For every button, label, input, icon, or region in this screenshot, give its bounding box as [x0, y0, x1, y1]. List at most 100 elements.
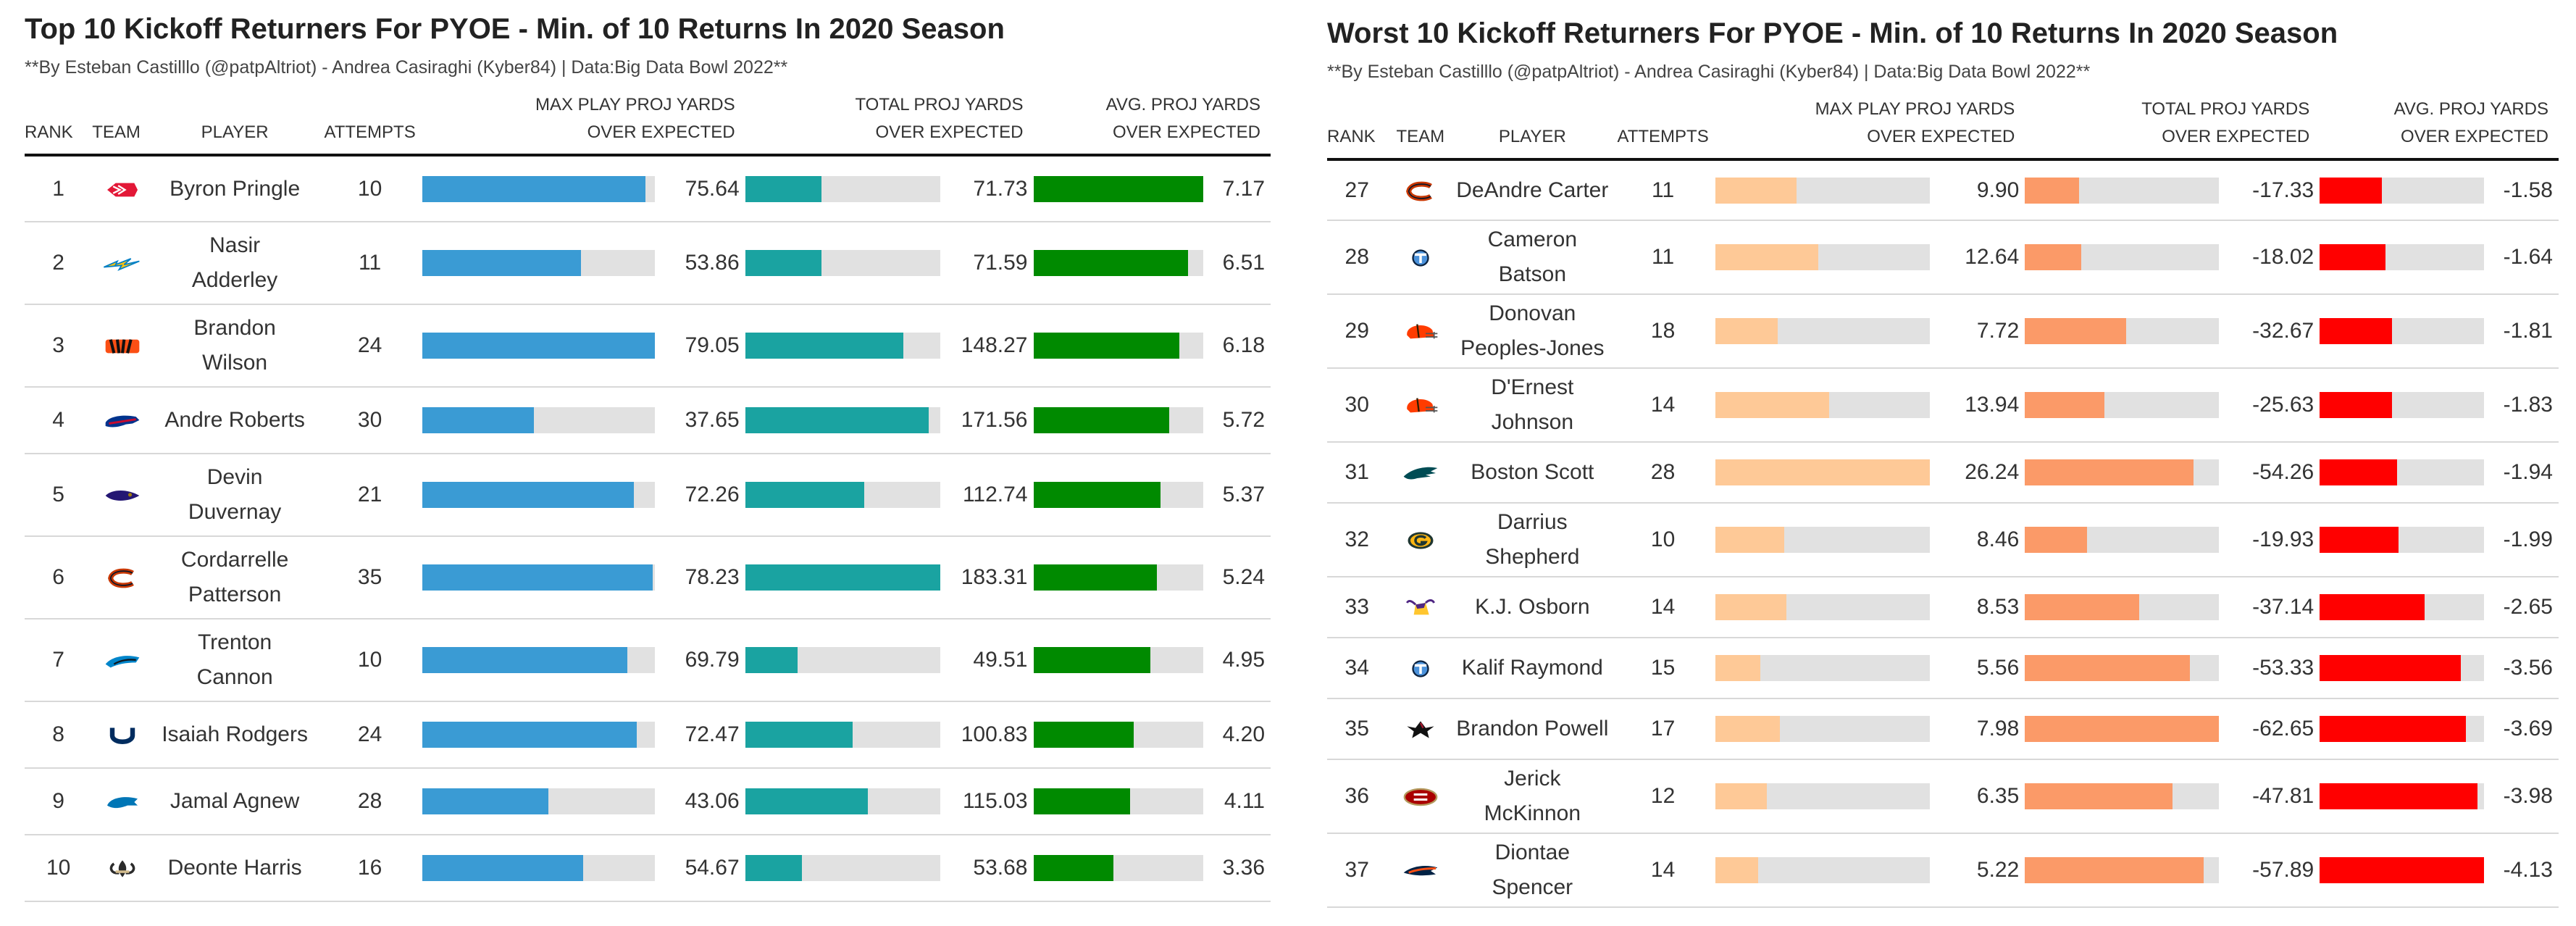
max-pyoe-value: 12.64	[1965, 245, 2020, 269]
max-pyoe-bar-track	[422, 722, 656, 748]
avg-pyoe-bar-cell	[2320, 159, 2484, 220]
player-name-line1: Devin	[206, 465, 263, 489]
team-cell	[1387, 759, 1454, 833]
rank-cell: 3	[52, 333, 64, 357]
worst-table-subtitle: **By Esteban Castilllo (@patpAltriot) - …	[1327, 62, 2091, 82]
total-pyoe-value: 71.59	[973, 251, 1028, 275]
player-name-line2: Cannon	[196, 665, 273, 689]
titans-t-icon	[1400, 658, 1441, 680]
max-pyoe-bar-track	[1715, 177, 1931, 204]
player-name-line1: Diontae	[1494, 841, 1571, 864]
avg-pyoe-bar-cell	[2320, 442, 2484, 503]
max-pyoe-bar-track	[1715, 318, 1931, 344]
max-pyoe-bar-track	[422, 482, 656, 508]
max-pyoe-bar-track	[1715, 244, 1931, 270]
team-header: TEAM	[1396, 127, 1445, 146]
total-pyoe-bar-track	[745, 175, 941, 202]
max-pyoe-bar	[1715, 594, 1786, 620]
avg-pyoe-bar-track	[2320, 594, 2484, 620]
player-name-line1: Boston Scott	[1471, 460, 1594, 484]
max-pyoe-bar	[422, 788, 548, 814]
bears-c-icon	[1400, 180, 1441, 202]
total-pyoe-value: -17.33	[2252, 178, 2314, 202]
player-cell: D'Ernest Johnson	[1454, 368, 1610, 442]
max-pyoe-bar-cell	[1715, 220, 1931, 294]
player-name-line1: Kalif Raymond	[1461, 656, 1603, 680]
player-cell: Nasir Adderley	[152, 222, 317, 304]
avg-pyoe-bar	[1033, 175, 1203, 202]
attempts-cell: 21	[357, 483, 382, 506]
player-cell: Brandon Powell	[1454, 698, 1610, 759]
total-pyoe-bar	[745, 855, 802, 881]
total-pyoe-value: 171.56	[961, 408, 1028, 432]
avg-pyoe-bar-track	[2320, 459, 2484, 485]
avg-pyoe-bar-cell	[2320, 759, 2484, 833]
total-pyoe-bar	[2025, 857, 2204, 883]
player-name-line1: Byron Pringle	[170, 176, 301, 201]
team-cell	[92, 701, 152, 768]
player-cell: Byron Pringle	[152, 155, 317, 222]
player-cell: Diontae Spencer	[1454, 833, 1610, 907]
avg-pyoe-bar	[2320, 594, 2425, 620]
max-pyoe-bar	[422, 175, 646, 202]
total-pyoe-bar-cell	[745, 619, 941, 701]
rank-cell: 4	[52, 408, 64, 432]
rank-cell: 8	[52, 722, 64, 746]
avg-pyoe-bar-track	[2320, 857, 2484, 883]
team-cell	[92, 155, 152, 222]
total-pyoe-value: -37.14	[2252, 595, 2314, 619]
max-pyoe-value: 6.35	[1976, 784, 2020, 808]
team-cell	[1387, 220, 1454, 294]
table-row: 29 Donovan Peoples-Jones 18 7.72 -32.67 -1.81	[1327, 294, 2559, 368]
avg-pyoe-header: AVG. PROJ YARDS OVER EXPECTED	[1105, 95, 1260, 142]
attempts-cell: 14	[1650, 595, 1676, 619]
max-pyoe-bar-track	[422, 407, 656, 433]
avg-pyoe-bar	[1033, 788, 1130, 814]
player-name-line2: Spencer	[1492, 875, 1573, 899]
avg-pyoe-value: -1.58	[2503, 178, 2553, 202]
table-row: 27 DeAndre Carter 11 9.90 -17.33 -1.58	[1327, 159, 2559, 220]
avg-pyoe-bar-track	[1033, 333, 1203, 359]
total-pyoe-bar-cell	[2025, 442, 2220, 503]
avg-pyoe-bar	[2320, 857, 2484, 883]
avg-pyoe-bar	[1033, 250, 1188, 276]
max-pyoe-value: 43.06	[685, 789, 740, 813]
total-pyoe-bar	[2025, 392, 2105, 418]
top-header-row: RANK TEAM PLAYER ATTEMPTS MAX PLAY PROJ …	[25, 91, 1271, 155]
attempts-cell: 16	[357, 856, 382, 880]
avg-pyoe-value: -3.98	[2503, 784, 2553, 808]
avg-pyoe-bar	[2320, 177, 2383, 204]
player-cell: Jamal Agnew	[152, 768, 317, 835]
avg-pyoe-value: 5.37	[1222, 483, 1265, 506]
attempts-cell: 11	[1652, 178, 1675, 202]
total-pyoe-value: 71.73	[973, 176, 1028, 201]
attempts-cell: 28	[1650, 460, 1676, 484]
avg-pyoe-bar-track	[1033, 647, 1203, 673]
total-pyoe-bar-cell	[745, 701, 941, 768]
top-table-body: 1 Byron Pringle 10 75.64 71.73 7.17 2 Nasir Adde…	[25, 155, 1271, 901]
team-cell	[92, 619, 152, 701]
rank-cell: 1	[52, 176, 64, 201]
max-pyoe-bar-cell	[422, 454, 656, 536]
max-pyoe-value: 75.64	[685, 176, 740, 201]
player-cell: Boston Scott	[1454, 442, 1610, 503]
max-pyoe-value: 8.46	[1976, 527, 2020, 551]
table-row: 31 Boston Scott 28 26.24 -54.26 -1.94	[1327, 442, 2559, 503]
packers-g-icon	[1400, 530, 1441, 551]
table-row: 32 Darrius Shepherd 10 8.46 -19.93 -1.99	[1327, 503, 2559, 577]
max-pyoe-bar	[1715, 318, 1778, 344]
worst-table-title: Worst 10 Kickoff Returners For PYOE - Mi…	[1327, 17, 2338, 49]
total-pyoe-bar-track	[745, 407, 941, 433]
total-pyoe-bar	[2025, 177, 2080, 204]
lions-lion-icon	[102, 791, 143, 813]
player-name-line1: Cameron	[1487, 228, 1578, 251]
player-name-line1: D'Ernest	[1491, 375, 1574, 399]
max-pyoe-bar	[1715, 783, 1767, 809]
max-pyoe-bar-cell	[422, 304, 656, 387]
attempts-cell: 35	[357, 565, 382, 589]
avg-pyoe-bar-cell	[1033, 155, 1203, 222]
table-row: 10 Deonte Harris 16 54.67 53.68 3.36	[25, 835, 1271, 901]
player-name-line2: Batson	[1498, 262, 1567, 286]
avg-pyoe-value: 4.95	[1222, 648, 1265, 672]
total-pyoe-bar-track	[745, 333, 941, 359]
